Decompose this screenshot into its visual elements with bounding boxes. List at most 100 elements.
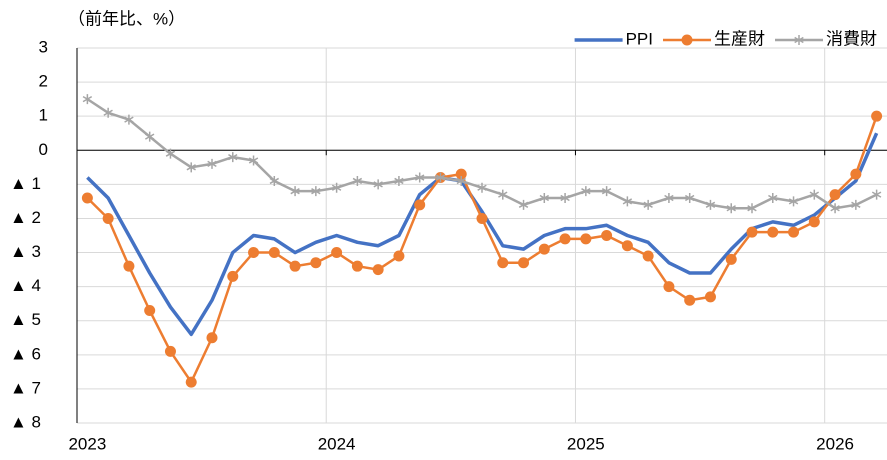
y-tick-label: 3 [39, 37, 48, 56]
marker-star [456, 175, 466, 186]
y-tick-label: ▲ 3 [10, 242, 41, 261]
marker-star [103, 107, 113, 118]
marker-star [871, 189, 882, 200]
marker-star [664, 193, 674, 203]
marker-star [794, 35, 804, 45]
y-tick-label: ▲ 4 [10, 276, 41, 295]
marker [102, 212, 114, 224]
marker [725, 253, 737, 265]
marker-star [477, 182, 487, 193]
marker [393, 250, 405, 262]
x-tick-label: 2026 [816, 434, 854, 453]
marker [455, 168, 467, 180]
marker [850, 168, 862, 180]
marker-star [518, 199, 529, 210]
y-tick-label: 1 [39, 106, 48, 125]
marker-star [747, 203, 757, 214]
marker [788, 226, 800, 238]
y-tick-label: 2 [39, 72, 48, 91]
series-line [86, 132, 879, 337]
marker [164, 345, 176, 357]
marker-star [311, 186, 321, 197]
y-axis-label: （前年比、%） [68, 9, 185, 28]
legend-marker [681, 34, 693, 46]
marker-star [269, 175, 280, 186]
legend-label: 生産財 [714, 29, 765, 48]
marker-star [352, 175, 363, 186]
y-tick-label: ▲ 1 [10, 174, 41, 193]
marker-star [726, 203, 736, 214]
marker-star [290, 186, 300, 197]
marker-star [684, 193, 695, 203]
marker [497, 257, 509, 269]
marker [248, 247, 260, 259]
series-line [86, 115, 878, 384]
marker [372, 264, 384, 276]
marker-star [394, 175, 404, 186]
marker-star [830, 203, 840, 214]
marker-star [207, 158, 217, 169]
marker-star [414, 172, 425, 183]
marker [663, 281, 675, 293]
marker-star [768, 193, 778, 203]
marker-star [248, 155, 259, 166]
x-tick-label: 2025 [567, 434, 605, 453]
marker [704, 291, 716, 303]
marker-star [539, 193, 550, 203]
x-tick-label: 2023 [68, 434, 106, 453]
marker-star [809, 189, 820, 200]
marker [144, 305, 156, 316]
marker-star [435, 172, 446, 183]
marker [289, 260, 301, 272]
marker-star [165, 148, 176, 159]
marker-star [788, 196, 799, 207]
marker-star [601, 186, 612, 197]
marker [227, 270, 239, 282]
marker [871, 110, 883, 122]
marker-star [82, 94, 93, 105]
marker-star [643, 199, 653, 210]
y-tick-label: ▲ 6 [10, 344, 41, 363]
marker [185, 376, 197, 388]
marker-star [331, 182, 342, 193]
marker [684, 294, 696, 306]
marker [206, 332, 218, 344]
marker-star [705, 199, 716, 210]
marker [601, 230, 613, 241]
marker [808, 216, 820, 228]
marker-star [498, 189, 508, 200]
marker [310, 257, 322, 269]
marker [123, 260, 135, 272]
marker [642, 250, 654, 262]
marker-star [622, 196, 633, 207]
marker [414, 199, 426, 211]
marker-star [144, 131, 155, 142]
marker-star [560, 193, 570, 203]
marker-star [373, 179, 383, 190]
y-tick-label: ▲ 2 [10, 208, 41, 227]
marker-star [124, 114, 134, 125]
legend-label: 消費財 [826, 29, 877, 48]
x-tick-label: 2024 [318, 434, 356, 453]
marker [268, 247, 280, 259]
marker-star [228, 152, 238, 163]
marker-star [851, 199, 861, 210]
y-tick-label: ▲ 5 [10, 310, 41, 329]
marker [538, 243, 550, 255]
marker [621, 240, 633, 252]
marker [580, 233, 592, 245]
marker-star [581, 186, 591, 197]
marker [476, 212, 488, 224]
y-tick-label: ▲ 7 [10, 378, 41, 397]
marker [829, 189, 841, 201]
marker [351, 260, 363, 272]
marker [559, 233, 571, 245]
marker-star [186, 162, 196, 173]
legend-label: PPI [626, 29, 653, 48]
marker [518, 257, 530, 269]
marker [746, 226, 758, 238]
y-tick-label: ▲ 8 [10, 412, 41, 431]
y-tick-label: 0 [39, 140, 48, 159]
marker [331, 247, 343, 259]
